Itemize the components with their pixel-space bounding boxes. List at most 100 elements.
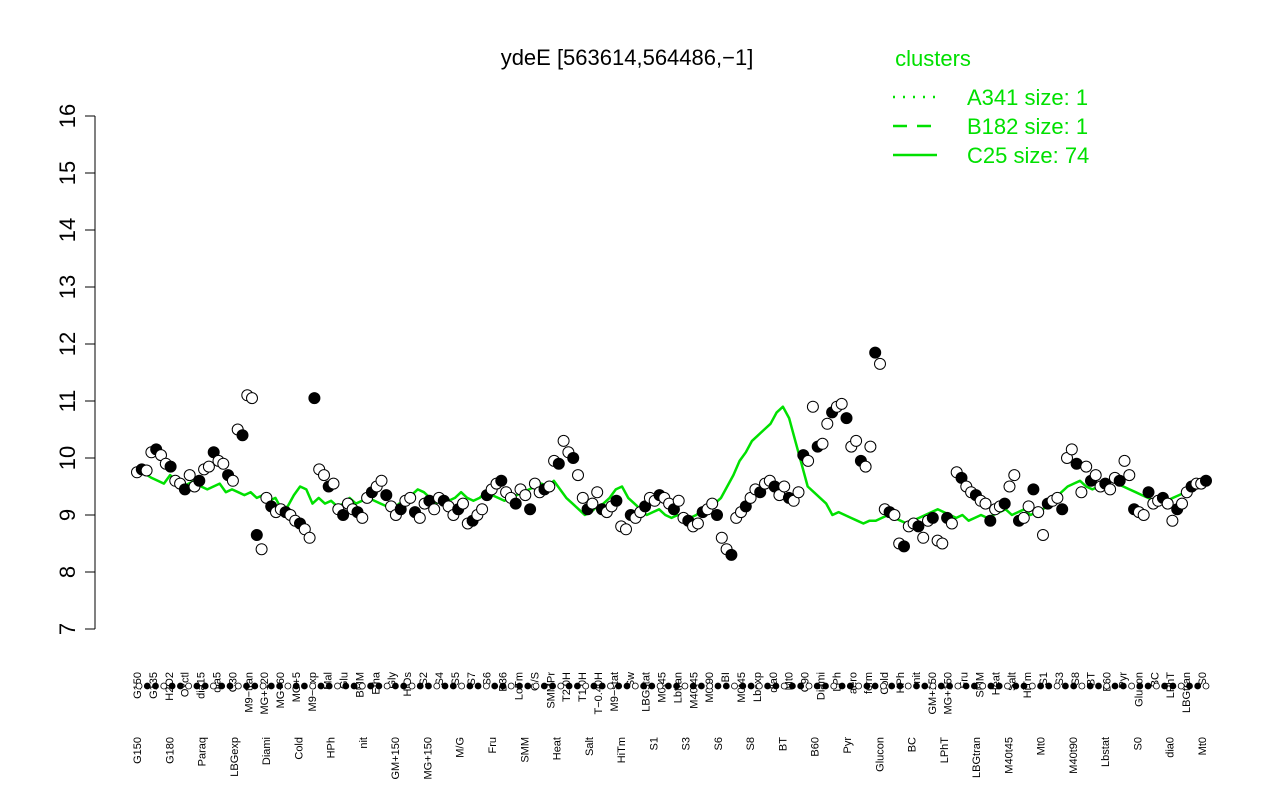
x-marker (789, 682, 796, 690)
x-marker (813, 682, 821, 690)
x-marker (648, 682, 656, 690)
data-point (1118, 454, 1131, 467)
x-marker (516, 682, 523, 690)
x-marker (1045, 682, 1053, 690)
x-marker (631, 682, 639, 690)
x-tick-label-bottom: Heat (552, 737, 564, 760)
x-marker (880, 682, 887, 690)
x-marker (1169, 682, 1177, 690)
x-tick-label-top: Etha (370, 671, 382, 695)
x-marker (904, 682, 912, 690)
data-point (413, 511, 426, 524)
data-point (1200, 474, 1212, 487)
x-marker (499, 682, 507, 690)
data-point (1080, 460, 1093, 473)
data-point (1142, 486, 1155, 499)
x-marker (1153, 682, 1160, 690)
data-point (945, 517, 958, 530)
x-tick-label-top: S0 (1197, 672, 1209, 685)
x-tick-markers (135, 682, 1210, 690)
x-tick-label-top: MG+120 (259, 672, 271, 715)
x-tick-label-bottom: M40t90 (1068, 737, 1080, 774)
x-marker (507, 682, 515, 690)
x-marker (441, 682, 449, 690)
x-marker (1012, 682, 1020, 690)
data-point (217, 457, 230, 470)
x-marker (482, 682, 490, 690)
x-tick-label-top: S8 (1070, 672, 1082, 685)
x-marker (937, 682, 945, 690)
data-point (1113, 474, 1126, 487)
x-marker (689, 682, 697, 690)
data-point (327, 477, 340, 490)
x-marker (300, 682, 308, 690)
x-tick-label-bottom: SMM (519, 737, 531, 763)
x-tick-label-bottom: M/G (455, 737, 467, 758)
data-point (591, 486, 604, 499)
data-point (236, 429, 249, 442)
data-point (1137, 509, 1150, 521)
series-line-c25 (132, 405, 1211, 525)
data-point (457, 497, 469, 510)
x-marker (822, 682, 829, 690)
x-marker (747, 682, 755, 690)
x-marker (1128, 682, 1135, 690)
data-point (1104, 483, 1117, 496)
x-tick-label-bottom: S6 (713, 737, 725, 750)
data-point (926, 511, 939, 524)
x-marker (226, 682, 234, 690)
data-point (1089, 469, 1102, 482)
data-point (840, 412, 853, 425)
x-tick-labels: G150G135H2O2Oxctldia15dia5C30M9−tranMG+1… (132, 671, 1209, 779)
x-marker (358, 682, 366, 690)
x-tick-label-bottom: M40t45 (1003, 737, 1015, 774)
data-point (1056, 503, 1069, 516)
x-tick-label-top: BI (720, 672, 732, 682)
x-marker (491, 682, 499, 690)
x-marker (681, 682, 689, 690)
x-marker (805, 682, 813, 690)
x-marker (574, 682, 581, 690)
data-point (869, 346, 882, 359)
y-tick-label: 15 (55, 161, 80, 185)
x-marker (871, 682, 879, 690)
x-marker (466, 682, 474, 690)
x-tick-label-top: M9−tran (243, 672, 255, 713)
x-tick-label-top: S1 (1038, 672, 1050, 685)
x-marker (1161, 682, 1168, 690)
data-point (552, 457, 565, 470)
x-marker (1070, 682, 1078, 690)
x-marker (201, 682, 209, 690)
data-point (1027, 483, 1040, 496)
x-tick-label-bottom: Lbstat (1100, 737, 1112, 767)
data-point (725, 548, 738, 561)
x-tick-label-bottom: BT (778, 737, 790, 751)
data-point (917, 531, 930, 544)
data-point (567, 452, 580, 464)
data-point (246, 392, 258, 405)
data-point (356, 511, 369, 524)
data-point (898, 540, 910, 553)
x-marker (292, 682, 300, 690)
x-tick-label-top: SMMPr (545, 672, 557, 709)
x-tick-label-top: BT (1086, 672, 1098, 686)
x-tick-label-bottom: S1 (648, 737, 660, 750)
x-marker (656, 682, 664, 690)
x-marker (623, 682, 631, 690)
y-tick-label: 8 (55, 566, 80, 578)
x-tick-label-top: M9−exp (307, 672, 319, 711)
x-tick-label-bottom: Pyr (842, 737, 854, 754)
chart-title: ydeE [563614,564486,−1] (501, 45, 754, 70)
x-marker (1194, 682, 1202, 690)
data-point (476, 503, 489, 516)
x-marker (607, 682, 614, 690)
y-tick-label: 14 (55, 218, 80, 242)
x-marker (888, 682, 896, 690)
x-tick-label-top: dia0 (768, 672, 780, 693)
x-marker (209, 682, 217, 690)
legend-item-label: B182 size: 1 (967, 114, 1088, 139)
x-marker (582, 682, 590, 690)
x-marker (243, 682, 250, 690)
x-marker (458, 682, 466, 690)
